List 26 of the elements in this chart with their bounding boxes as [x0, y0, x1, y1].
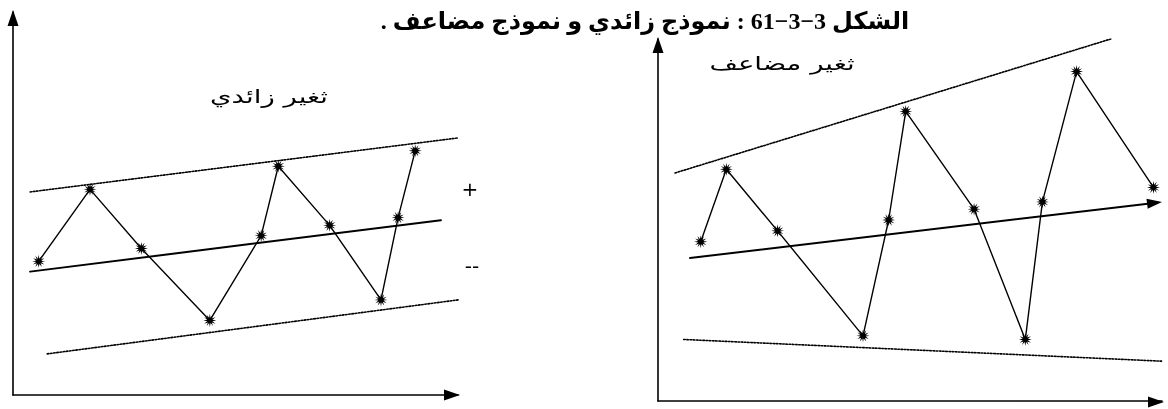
text: ثغير مضاعف — [709, 52, 855, 75]
point — [32, 254, 46, 268]
chart-title: ثغير زائدي — [210, 85, 328, 108]
point — [1070, 65, 1084, 79]
point — [203, 313, 217, 327]
point — [323, 218, 337, 232]
point — [967, 202, 981, 216]
point — [856, 329, 870, 343]
text: -- — [464, 253, 480, 278]
point — [391, 211, 405, 225]
point — [694, 235, 708, 249]
point — [1146, 180, 1160, 194]
text: الشكل 3−3−61 : نموذج زائدي و نموذج مضاعف . — [380, 8, 910, 36]
point — [1018, 332, 1032, 346]
point — [899, 104, 913, 118]
point — [271, 159, 285, 173]
point — [374, 293, 388, 307]
point — [83, 182, 97, 196]
point — [719, 162, 733, 176]
point — [408, 144, 422, 158]
point — [771, 224, 785, 238]
point — [882, 213, 896, 227]
text: + — [461, 176, 479, 201]
point — [1035, 195, 1049, 209]
point — [254, 229, 268, 243]
point — [134, 241, 148, 255]
